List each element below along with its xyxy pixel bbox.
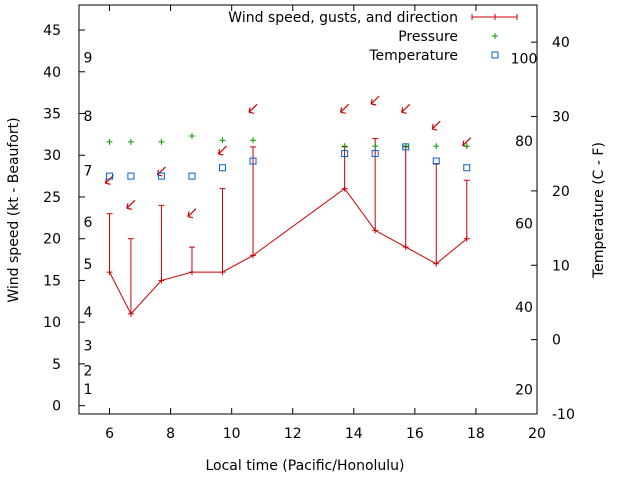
fahrenheit-label: 80 <box>515 134 533 150</box>
temperature-point <box>402 143 410 151</box>
temperature-point <box>341 150 349 158</box>
temperature-point <box>127 172 135 180</box>
pressure-point <box>463 143 470 150</box>
temperature-point <box>432 157 440 165</box>
beaufort-label: 7 <box>84 163 93 179</box>
beaufort-label: 4 <box>84 305 93 321</box>
pressure-point <box>433 143 440 150</box>
y2-tick-label: 40 <box>552 35 570 51</box>
wind-speed-point <box>341 185 348 192</box>
wind-direction-arrow <box>187 208 197 219</box>
plot-frame <box>78 4 538 415</box>
wind-direction-arrow <box>401 103 411 114</box>
fahrenheit-label: 100 <box>511 52 538 68</box>
beaufort-label: 2 <box>84 364 93 380</box>
wind-direction-arrow <box>248 103 258 114</box>
pressure-point <box>219 137 226 144</box>
beaufort-label: 6 <box>84 215 93 231</box>
legend-label-temperature: Temperature <box>368 48 458 64</box>
y2-tick-label: 0 <box>552 333 561 349</box>
x-tick-label: 20 <box>528 426 546 442</box>
temperature-point <box>219 164 227 172</box>
y-tick-label: 15 <box>43 273 61 289</box>
legend-swatch-pressure <box>492 33 498 39</box>
wind-speed-point <box>463 235 470 242</box>
y-tick-label: 40 <box>43 65 61 81</box>
beaufort-label: 3 <box>84 339 93 355</box>
x-tick-label: 8 <box>166 426 175 442</box>
wind-speed-point <box>219 269 226 276</box>
wind-direction-arrow <box>217 145 227 156</box>
wind-speed-point <box>188 269 195 276</box>
pressure-point <box>158 138 165 145</box>
y-axis-label: Wind speed (kt - Beaufort) <box>6 117 22 302</box>
wind-speed-line <box>109 187 468 315</box>
y-tick-label: 35 <box>43 107 61 123</box>
legend-label-wind: Wind speed, gusts, and direction <box>228 10 458 26</box>
pressure-point <box>127 138 134 145</box>
y-tick-label: 25 <box>43 190 61 206</box>
x-tick-label: 12 <box>284 426 302 442</box>
wind-direction-arrow <box>126 199 136 210</box>
wind-speed-point <box>158 277 165 284</box>
beaufort-label: 9 <box>84 51 93 67</box>
x-tick-label: 6 <box>105 426 114 442</box>
x-axis-label: Local time (Pacific/Honolulu) <box>205 458 404 474</box>
legend-label-pressure: Pressure <box>398 29 458 45</box>
wind-speed-point <box>250 252 257 259</box>
pressure-point <box>372 143 379 150</box>
y-tick-label: 5 <box>52 357 61 373</box>
wind-speed-point <box>106 269 113 276</box>
wind-direction-arrow <box>431 120 441 131</box>
beaufort-label: 5 <box>84 257 93 273</box>
temperature-point <box>188 172 196 180</box>
pressure-point <box>106 138 113 145</box>
wind-speed-point <box>372 227 379 234</box>
temperature-point <box>463 164 471 172</box>
fahrenheit-label: 20 <box>515 382 533 398</box>
temperature-point <box>106 172 114 180</box>
y2-tick-label: 20 <box>552 184 570 200</box>
pressure-point <box>250 137 257 144</box>
y-tick-label: 20 <box>43 232 61 248</box>
wind-direction-arrow <box>370 95 380 106</box>
x-tick-label: 10 <box>223 426 241 442</box>
y-tick-label: 30 <box>43 148 61 164</box>
y-tick-label: 10 <box>43 315 61 331</box>
y2-tick-label: 30 <box>552 110 570 126</box>
y-tick-label: 45 <box>43 23 61 39</box>
x-tick-label: 16 <box>406 426 424 442</box>
x-tick-label: 14 <box>345 426 363 442</box>
y-tick-label: 0 <box>52 399 61 415</box>
temperature-point <box>371 150 379 158</box>
temperature-point <box>249 157 257 165</box>
fahrenheit-label: 60 <box>515 217 533 233</box>
y2-axis-label: Temperature (C - F) <box>591 142 607 279</box>
wind-direction-arrow <box>340 103 350 114</box>
beaufort-label: 8 <box>84 109 93 125</box>
pressure-point <box>188 133 195 140</box>
fahrenheit-label: 40 <box>515 300 533 316</box>
pressure-point <box>341 143 348 150</box>
legend-swatch-temperature <box>491 51 499 59</box>
y2-tick-label: -10 <box>552 407 575 423</box>
temperature-point <box>157 172 165 180</box>
wind-speed-point <box>433 260 440 267</box>
x-tick-label: 18 <box>467 426 485 442</box>
wind-speed-point <box>127 310 134 317</box>
y2-tick-label: 10 <box>552 258 570 274</box>
wind-speed-point <box>402 244 409 251</box>
beaufort-label: 1 <box>84 382 93 398</box>
